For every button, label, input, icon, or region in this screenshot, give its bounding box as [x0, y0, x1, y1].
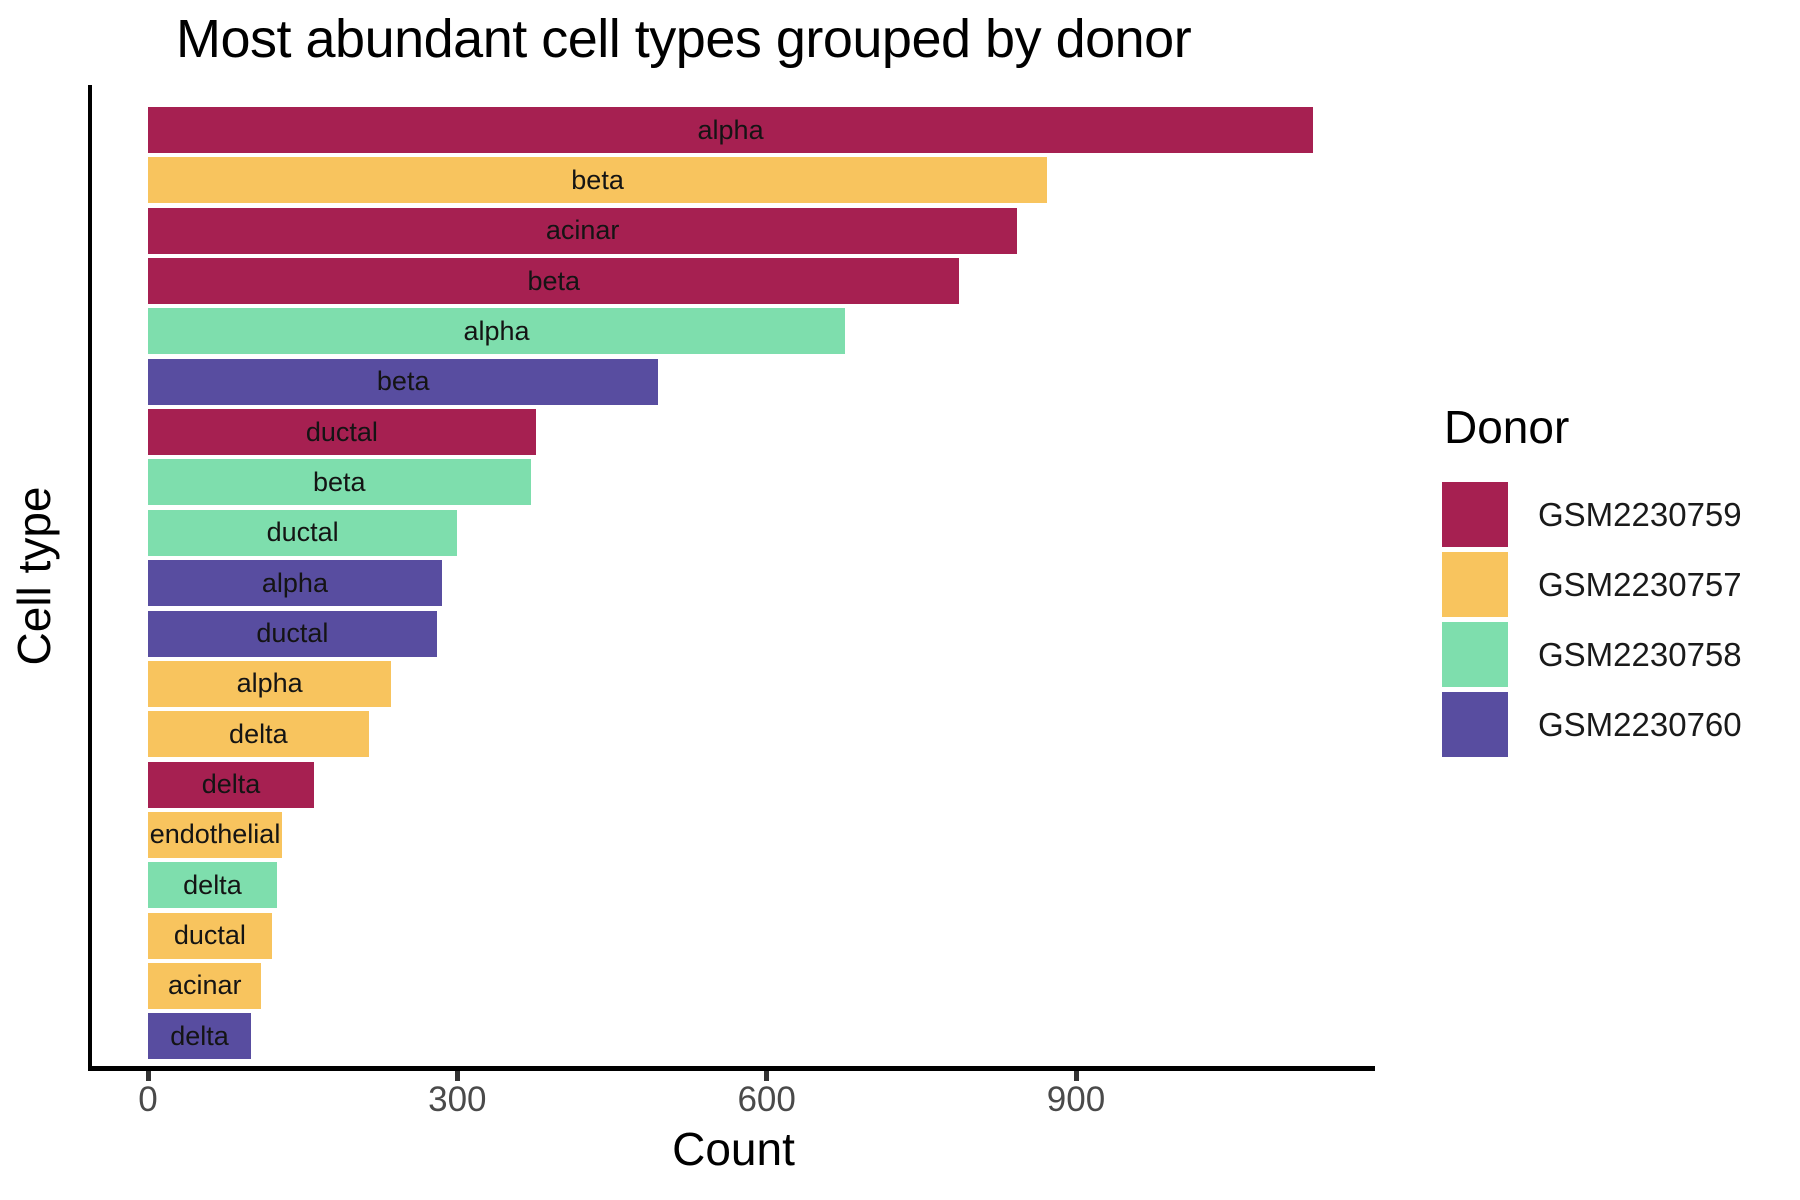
legend-item-label: GSM2230760 [1538, 705, 1742, 743]
bar: alpha [148, 308, 846, 355]
legend-items: GSM2230759 GSM2230757 GSM2230758 GSM2230760 [1442, 482, 1742, 757]
bar: delta [148, 711, 369, 758]
bar: ductal [148, 912, 272, 959]
x-tick-mark [145, 1071, 151, 1081]
legend-swatch [1442, 622, 1508, 687]
bar: endothelial [148, 811, 283, 858]
bar-label: ductal [256, 618, 329, 648]
plot-panel: alpha beta acinar beta alpha beta ductal beta du… [88, 85, 1375, 1081]
bar-label: acinar [545, 215, 620, 246]
x-tick-label: 900 [1046, 1080, 1106, 1119]
chart-title: Most abundant cell types grouped by dono… [176, 9, 1192, 69]
x-tick-label: 600 [737, 1080, 796, 1119]
bar: beta [148, 459, 531, 506]
bar-label: delta [170, 1020, 229, 1051]
bar: ductal [148, 409, 536, 456]
bar: beta [148, 358, 659, 405]
bar-label: alpha [463, 315, 530, 346]
legend-item-label: GSM2230759 [1538, 495, 1742, 533]
bar-label: beta [527, 265, 581, 296]
legend-swatch [1442, 692, 1508, 757]
bar-label: delta [229, 718, 288, 749]
x-tick-mark [764, 1071, 770, 1081]
bar: delta [148, 862, 277, 909]
legend-item: GSM2230760 [1442, 692, 1742, 757]
bar-label: beta [312, 466, 366, 497]
bar-label: alpha [236, 668, 303, 699]
bar-label: ductal [266, 517, 339, 548]
legend-swatch [1442, 482, 1508, 547]
x-tick-label: 300 [428, 1080, 487, 1119]
bar: alpha [148, 660, 392, 707]
legend-title: Donor [1444, 401, 1570, 453]
bar-label: alpha [697, 114, 764, 145]
legend-item: GSM2230758 [1442, 622, 1742, 687]
legend-item-label: GSM2230758 [1538, 635, 1742, 673]
bar-label: acinar [167, 970, 242, 1001]
bar-label: alpha [261, 567, 328, 598]
bar-label: ductal [305, 416, 378, 447]
bar: delta [148, 761, 314, 808]
bar-label: endothelial [149, 819, 281, 850]
bar-label: beta [376, 366, 430, 397]
bar: alpha [148, 560, 442, 607]
legend: Donor GSM2230759 GSM2230757 GSM2230758 GSM2… [1442, 400, 1742, 762]
bar: beta [148, 157, 1048, 204]
legend-swatch [1442, 552, 1508, 617]
legend-item: GSM2230759 [1442, 482, 1742, 547]
bar-label: ductal [173, 920, 246, 951]
bar: ductal [148, 509, 458, 556]
bar: ductal [148, 610, 437, 657]
legend-item-label: GSM2230757 [1538, 565, 1742, 603]
bar: acinar [148, 962, 262, 1009]
x-tick-mark [1073, 1071, 1079, 1081]
x-axis-tick-labels: 0 300 600 900 [0, 1082, 1800, 1122]
x-tick-mark [454, 1071, 460, 1081]
y-axis-title: Cell type [8, 486, 60, 666]
bar-label: delta [201, 769, 261, 800]
bar: delta [148, 1013, 252, 1060]
bar-label: delta [183, 869, 242, 900]
bar: alpha [148, 107, 1314, 153]
x-axis-title: Count [672, 1123, 795, 1175]
bar: beta [148, 258, 960, 305]
x-tick-label: 0 [138, 1080, 158, 1119]
bar: acinar [148, 207, 1018, 254]
legend-item: GSM2230757 [1442, 552, 1742, 617]
bar-label: beta [571, 164, 624, 195]
